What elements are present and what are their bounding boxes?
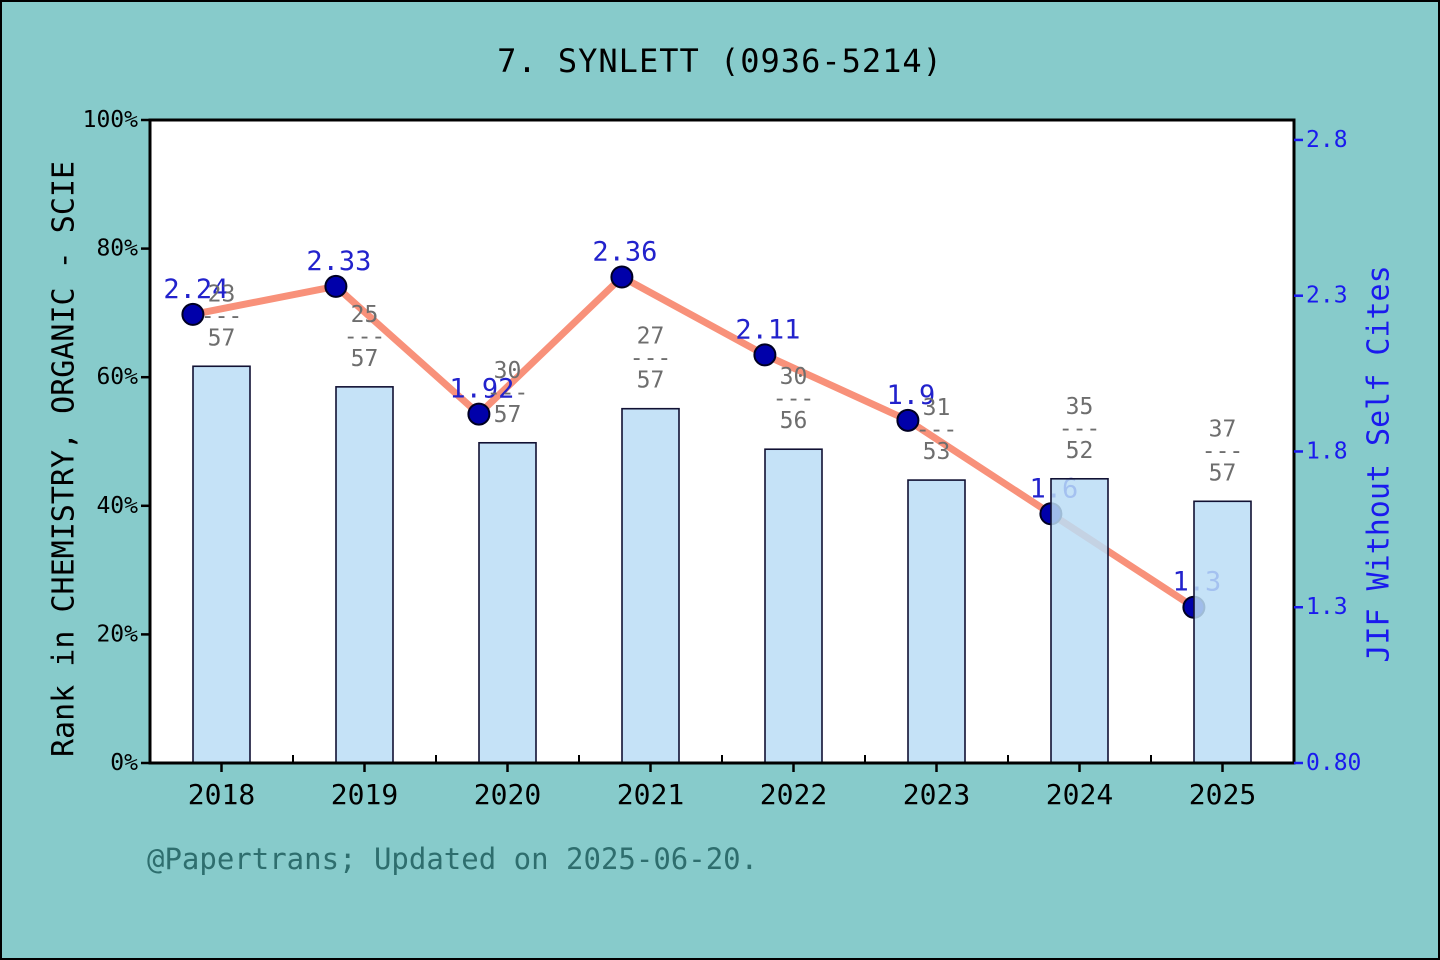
- rank-bar-2025: [1193, 500, 1252, 764]
- jif-value-label-2019: 2.33: [306, 246, 371, 277]
- left-tick-label: 40%: [96, 493, 138, 519]
- svg-text:23: 23: [208, 281, 236, 307]
- rank-fraction-label-2022: 30---56: [773, 364, 815, 434]
- chart-title: 7. SYNLETT (0936-5214): [497, 42, 943, 80]
- rank-fraction-label-2021: 27---57: [630, 324, 672, 394]
- svg-text:53: 53: [923, 439, 951, 465]
- svg-text:35: 35: [1066, 394, 1094, 420]
- x-tick-label-2022: 2022: [760, 778, 827, 811]
- right-tick-label: 2.8: [1306, 127, 1348, 153]
- svg-text:---: ---: [1202, 438, 1244, 464]
- svg-text:27: 27: [637, 324, 665, 350]
- data-point-dot-2021: [610, 265, 634, 289]
- x-tick-label-2020: 2020: [474, 778, 541, 811]
- jif-value-label-2018: 2.24: [163, 274, 228, 305]
- svg-text:57: 57: [351, 346, 379, 372]
- right-tick-label: 0.80: [1306, 750, 1361, 776]
- svg-text:25: 25: [351, 302, 379, 328]
- right-tick-label: 1.8: [1306, 438, 1348, 464]
- svg-text:---: ---: [916, 417, 958, 443]
- svg-text:30: 30: [780, 364, 808, 390]
- data-point-dot-2019: [324, 274, 348, 298]
- right-tick-label: 1.3: [1306, 594, 1348, 620]
- rank-bar-2018: [192, 365, 251, 764]
- rank-bar-2021: [621, 407, 680, 764]
- rank-bar-2022: [764, 448, 823, 764]
- svg-text:56: 56: [780, 408, 808, 434]
- svg-text:31: 31: [923, 395, 951, 421]
- x-tick-label-2024: 2024: [1046, 778, 1113, 811]
- rank-fraction-label-2023: 31---53: [916, 395, 958, 465]
- svg-text:---: ---: [344, 324, 386, 350]
- rank-bar-2020: [478, 441, 537, 764]
- svg-text:---: ---: [1059, 416, 1101, 442]
- svg-text:57: 57: [494, 402, 522, 428]
- svg-text:37: 37: [1209, 416, 1237, 442]
- jif-value-label-2020: 1.92: [449, 374, 514, 405]
- x-tick-label-2019: 2019: [331, 778, 398, 811]
- rank-bar-2019: [335, 386, 394, 764]
- footer-credit: @Papertrans; Updated on 2025-06-20.: [147, 842, 759, 876]
- data-point-dot-2023: [896, 408, 920, 432]
- x-tick-label-2023: 2023: [903, 778, 970, 811]
- rank-bar-2024: [1050, 477, 1109, 764]
- rank-fraction-label-2020: 30---57: [487, 358, 529, 428]
- data-point-dot-2022: [753, 343, 777, 367]
- left-tick-label: 80%: [96, 236, 138, 262]
- left-tick-label: 20%: [96, 621, 138, 647]
- svg-text:57: 57: [208, 325, 236, 351]
- svg-text:---: ---: [630, 346, 672, 372]
- svg-text:30: 30: [494, 358, 522, 384]
- jif-value-label-2022: 2.11: [735, 314, 800, 345]
- rank-fraction-label-2024: 35---52: [1059, 394, 1101, 464]
- data-point-dot-2020: [467, 402, 491, 426]
- rank-fraction-label-2025: 37---57: [1202, 416, 1244, 486]
- data-point-dot-2018: [181, 302, 205, 326]
- rank-bar-2023: [907, 479, 966, 764]
- left-tick-label: 0%: [110, 750, 138, 776]
- rank-fraction-label-2018: 23---57: [201, 281, 243, 351]
- svg-text:---: ---: [773, 386, 815, 412]
- right-tick-label: 2.3: [1306, 283, 1348, 309]
- left-tick-label: 60%: [96, 364, 138, 390]
- x-tick-label-2018: 2018: [188, 778, 255, 811]
- jif-value-label-2023: 1.9: [887, 380, 936, 411]
- svg-text:---: ---: [201, 303, 243, 329]
- plot-background: [150, 120, 1294, 763]
- jif-value-label-2021: 2.36: [592, 237, 657, 268]
- svg-text:---: ---: [487, 380, 529, 406]
- svg-text:57: 57: [1209, 460, 1237, 486]
- x-tick-label-2021: 2021: [617, 778, 684, 811]
- x-tick-label-2025: 2025: [1189, 778, 1256, 811]
- left-tick-label: 100%: [83, 107, 139, 133]
- svg-text:57: 57: [637, 368, 665, 394]
- rank-fraction-label-2019: 25---57: [344, 302, 386, 372]
- jif-line: [189, 273, 1198, 611]
- svg-text:52: 52: [1066, 438, 1094, 464]
